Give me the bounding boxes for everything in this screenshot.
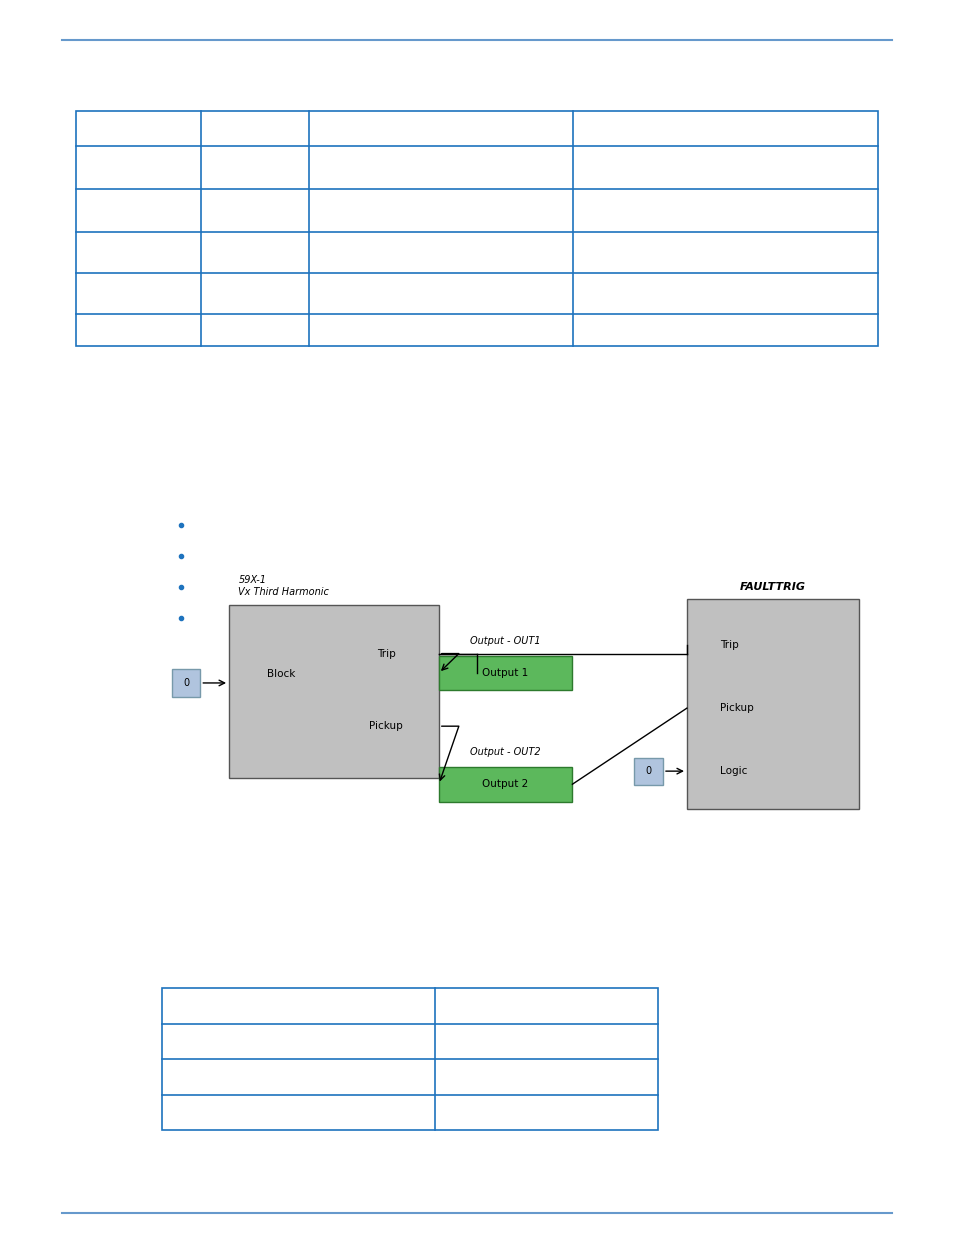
Text: FAULTTRIG: FAULTTRIG [739,582,805,592]
Text: Trip: Trip [376,648,395,658]
Text: Trip: Trip [720,640,739,650]
Text: Output 2: Output 2 [482,779,528,789]
Text: 0: 0 [645,766,651,776]
FancyBboxPatch shape [438,656,572,690]
Text: Output 1: Output 1 [482,668,528,678]
Text: Pickup: Pickup [369,721,403,731]
FancyBboxPatch shape [686,599,858,809]
FancyBboxPatch shape [229,605,438,778]
FancyBboxPatch shape [634,757,662,784]
Text: 0: 0 [183,678,189,688]
Text: Vx Third Harmonic: Vx Third Harmonic [238,588,329,598]
Text: Logic: Logic [720,766,747,776]
Text: Block: Block [267,669,295,679]
Text: Output - OUT2: Output - OUT2 [470,747,540,757]
Text: Output - OUT1: Output - OUT1 [470,636,540,646]
FancyBboxPatch shape [172,669,200,697]
FancyBboxPatch shape [438,767,572,802]
Bar [76,111,877,346]
Bar [162,988,658,1130]
Text: 59X-1: 59X-1 [238,576,266,585]
Text: Pickup: Pickup [720,703,753,713]
